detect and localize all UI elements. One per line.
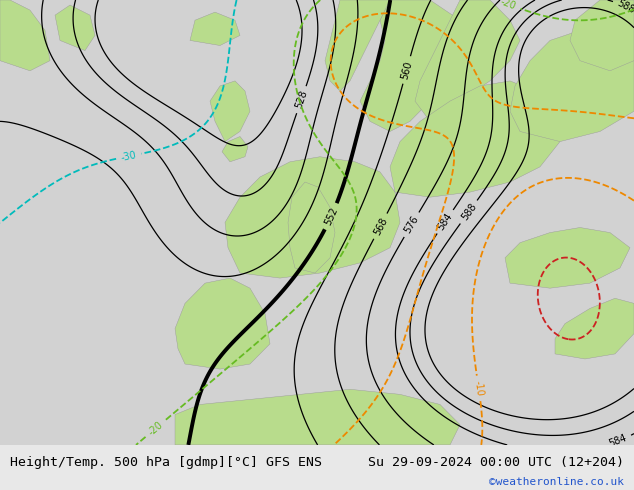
Text: 584: 584	[436, 211, 455, 232]
Polygon shape	[222, 137, 248, 162]
Polygon shape	[0, 0, 50, 71]
Text: 588: 588	[616, 0, 634, 16]
Polygon shape	[570, 0, 634, 71]
Text: 552: 552	[323, 206, 340, 227]
Polygon shape	[288, 182, 335, 273]
Text: 528: 528	[294, 89, 309, 110]
Polygon shape	[225, 157, 400, 278]
Polygon shape	[210, 81, 250, 142]
Text: -20: -20	[146, 419, 165, 438]
Polygon shape	[360, 0, 470, 131]
Polygon shape	[510, 30, 634, 142]
Text: 560: 560	[399, 60, 414, 80]
Text: -20: -20	[499, 0, 518, 12]
Text: 588: 588	[459, 201, 478, 222]
Polygon shape	[190, 12, 240, 46]
Polygon shape	[415, 0, 520, 122]
Polygon shape	[555, 298, 634, 359]
Text: 584: 584	[607, 433, 628, 449]
Text: 568: 568	[372, 216, 389, 237]
Text: Su 29-09-2024 00:00 UTC (12+204): Su 29-09-2024 00:00 UTC (12+204)	[368, 456, 624, 468]
Text: Height/Temp. 500 hPa [gdmp][°C] GFS ENS: Height/Temp. 500 hPa [gdmp][°C] GFS ENS	[10, 456, 321, 468]
Text: ©weatheronline.co.uk: ©weatheronline.co.uk	[489, 477, 624, 487]
Polygon shape	[505, 227, 630, 288]
Text: -10: -10	[472, 380, 485, 397]
Polygon shape	[175, 389, 460, 445]
Text: 576: 576	[403, 214, 420, 235]
Polygon shape	[390, 81, 560, 197]
Text: -30: -30	[120, 150, 138, 163]
Polygon shape	[55, 5, 95, 50]
Polygon shape	[175, 278, 270, 369]
Polygon shape	[325, 0, 390, 91]
